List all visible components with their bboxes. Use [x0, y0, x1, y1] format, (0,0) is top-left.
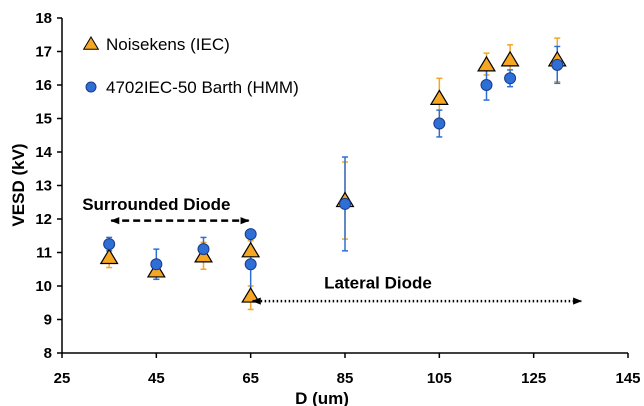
x-tick-label: 145 — [615, 370, 640, 387]
y-tick-label: 18 — [35, 10, 52, 27]
y-tick-label: 9 — [44, 312, 52, 329]
y-tick-label: 15 — [35, 111, 52, 128]
x-tick-label: 65 — [242, 370, 259, 387]
lateral-diode-label: Lateral Diode — [324, 274, 432, 293]
legend: Noisekens (IEC) 4702IEC-50 Barth (HMM) — [82, 35, 299, 97]
data-point-circle — [433, 117, 446, 130]
data-point-circle — [150, 258, 163, 271]
legend-label-noisekens: Noisekens (IEC) — [106, 35, 230, 54]
data-point-triangle — [99, 248, 119, 265]
x-tick-label: 45 — [148, 370, 165, 387]
data-point-triangle — [477, 55, 496, 72]
y-axis-title: VESD (kV) — [9, 143, 28, 226]
x-tick-label: 25 — [54, 370, 71, 387]
legend-circle-marker — [85, 81, 97, 93]
data-point-circle — [103, 238, 116, 251]
data-point-circle — [339, 197, 351, 210]
y-tick-label: 12 — [35, 211, 52, 228]
x-axis-title: D (um) — [295, 389, 349, 406]
data-point-circle — [504, 72, 517, 85]
legend-triangle-marker — [82, 36, 100, 50]
y-tick-label: 11 — [36, 245, 52, 262]
data-point-circle — [197, 243, 210, 256]
y-tick-label: 8 — [44, 345, 52, 362]
x-axis-ticks: 25 45 65 85 105 125 145 — [54, 353, 641, 387]
data-point-circle — [480, 79, 493, 91]
y-axis-ticks: 8 9 10 11 12 13 14 15 16 17 18 — [35, 10, 62, 362]
data-markers — [99, 50, 567, 303]
y-tick-label: 14 — [35, 144, 52, 161]
annotations: Surrounded Diode Lateral Diode — [82, 195, 583, 305]
data-point-circle — [551, 58, 564, 71]
x-tick-label: 85 — [337, 370, 354, 387]
y-tick-label: 13 — [35, 178, 52, 195]
x-tick-label: 105 — [427, 370, 452, 387]
x-tick-label: 125 — [521, 370, 546, 387]
legend-label-barth: 4702IEC-50 Barth (HMM) — [106, 78, 299, 97]
data-point-triangle — [241, 241, 261, 258]
data-point-triangle — [241, 286, 261, 303]
y-tick-label: 10 — [35, 278, 52, 295]
data-point-circle — [244, 258, 257, 271]
surrounded-diode-label: Surrounded Diode — [82, 195, 230, 214]
data-point-triangle — [429, 89, 449, 105]
data-point-circle — [244, 228, 257, 241]
y-tick-label: 17 — [35, 44, 52, 61]
y-tick-label: 16 — [35, 77, 52, 94]
data-point-triangle — [500, 50, 520, 67]
